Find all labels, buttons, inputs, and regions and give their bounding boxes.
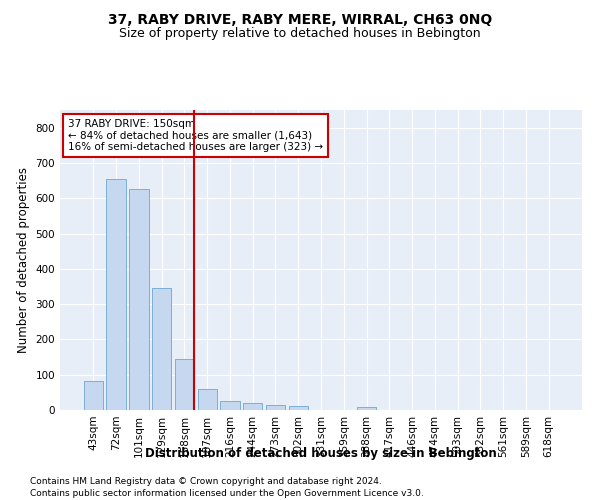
Bar	[129, 190, 149, 410]
Text: Size of property relative to detached houses in Bebington: Size of property relative to detached ho…	[119, 28, 481, 40]
Bar	[197, 389, 217, 410]
Y-axis label: Number of detached properties: Number of detached properties	[17, 167, 30, 353]
Bar	[243, 403, 262, 410]
Bar	[289, 406, 308, 410]
Text: Contains HM Land Registry data © Crown copyright and database right 2024.: Contains HM Land Registry data © Crown c…	[30, 478, 382, 486]
Text: Distribution of detached houses by size in Bebington: Distribution of detached houses by size …	[145, 448, 497, 460]
Bar	[220, 401, 239, 410]
Bar	[357, 407, 376, 410]
Text: Contains public sector information licensed under the Open Government Licence v3: Contains public sector information licen…	[30, 489, 424, 498]
Bar	[266, 404, 285, 410]
Text: 37, RABY DRIVE, RABY MERE, WIRRAL, CH63 0NQ: 37, RABY DRIVE, RABY MERE, WIRRAL, CH63 …	[108, 12, 492, 26]
Bar	[175, 359, 194, 410]
Bar	[152, 288, 172, 410]
Bar	[84, 380, 103, 410]
Bar	[106, 179, 126, 410]
Text: 37 RABY DRIVE: 150sqm
← 84% of detached houses are smaller (1,643)
16% of semi-d: 37 RABY DRIVE: 150sqm ← 84% of detached …	[68, 119, 323, 152]
